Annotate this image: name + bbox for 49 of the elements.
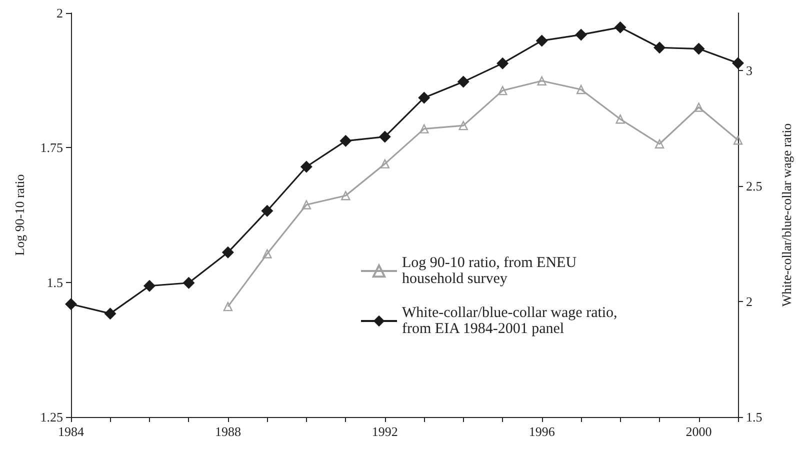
legend-label: White-collar/blue-collar wage ratio, from EIA 1984-2001 panel	[402, 305, 622, 337]
point	[418, 92, 430, 104]
point	[420, 124, 429, 134]
point	[65, 298, 77, 310]
x-tick-label: 1992	[372, 424, 398, 439]
point	[262, 249, 272, 258]
point	[458, 120, 468, 130]
point	[261, 204, 274, 217]
point	[654, 139, 664, 148]
y2-tick-label: 2	[746, 294, 752, 310]
point	[182, 276, 195, 289]
point	[537, 76, 546, 86]
y2-tick-label: 2.5	[746, 178, 762, 194]
point	[732, 57, 744, 70]
y2-tick-label: 1.5	[746, 410, 762, 424]
y-tick-label: 1.75	[40, 140, 63, 156]
point	[536, 34, 548, 47]
point	[496, 57, 509, 70]
point	[340, 134, 352, 147]
legend-label: Log 90-10 ratio, from ENEU household survey	[402, 255, 580, 287]
y-tick-label: 1.25	[40, 410, 63, 424]
y2-axis-title: White-collar/blue-collar wage ratio	[779, 123, 794, 307]
point	[223, 302, 233, 312]
point	[654, 42, 666, 54]
point	[378, 130, 391, 143]
point	[457, 76, 470, 88]
point	[341, 191, 350, 200]
point	[614, 21, 626, 34]
x-tick-label: 1984	[58, 424, 84, 439]
point	[222, 246, 234, 258]
point	[575, 28, 588, 41]
y2-tick-label: 3	[746, 63, 752, 78]
x-tick-label: 1996	[528, 424, 556, 439]
y-axis-title: Log 90-10 ratio	[12, 174, 27, 256]
point	[616, 114, 625, 124]
point	[733, 136, 743, 145]
x-tick-label: 2000	[686, 424, 712, 439]
point	[694, 102, 704, 112]
point	[104, 308, 116, 320]
point	[302, 200, 312, 210]
x-tick-label: 1988	[214, 424, 241, 439]
point	[576, 84, 586, 94]
point	[498, 86, 508, 96]
point	[143, 280, 156, 292]
y-tick-label: 1.5	[46, 274, 63, 290]
point	[300, 160, 312, 173]
point	[692, 42, 705, 55]
y-tick-label: 2	[56, 6, 63, 20]
point	[380, 159, 390, 168]
